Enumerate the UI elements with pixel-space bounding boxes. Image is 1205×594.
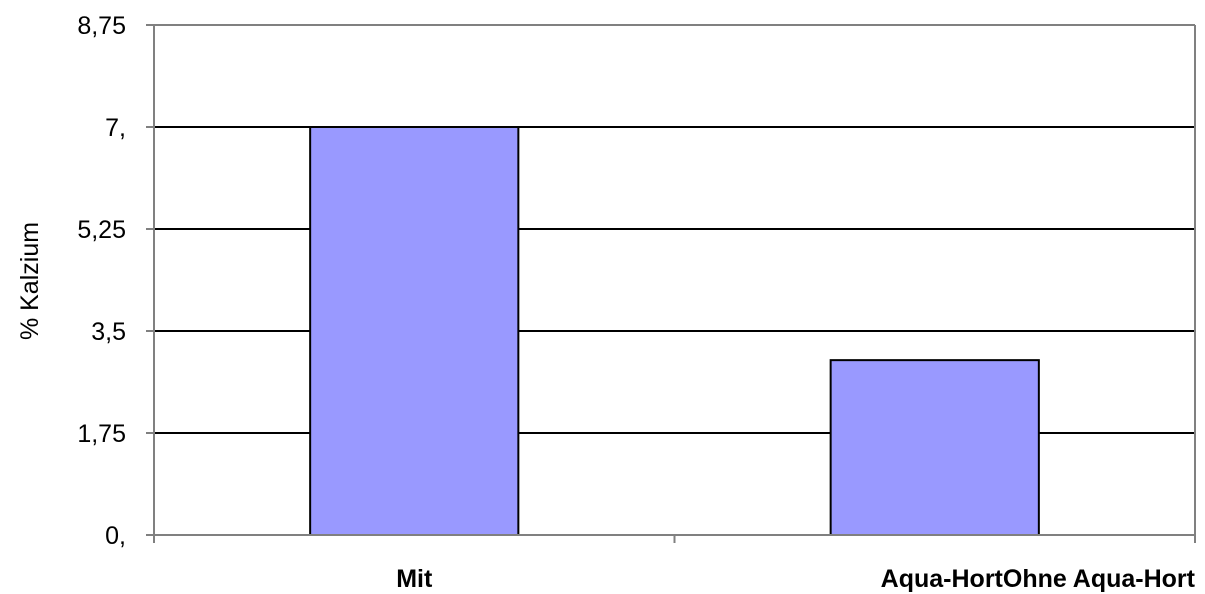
bar-mit xyxy=(309,126,520,536)
y-tick-label: 0, xyxy=(105,522,126,550)
y-axis-title: % Kalzium xyxy=(16,222,44,340)
x-category-label: Aqua-HortOhne Aqua-Hort xyxy=(881,565,1196,593)
x-category-labels: Mit Aqua-HortOhne Aqua-Hort xyxy=(396,565,1195,593)
y-tick-label: 1,75 xyxy=(77,420,126,448)
axes xyxy=(146,24,1196,543)
y-tick-label: 3,5 xyxy=(91,318,126,346)
bar-ohne-aqua-hort xyxy=(829,359,1040,536)
y-tick-label: 7, xyxy=(105,114,126,142)
y-tick-label: 5,25 xyxy=(77,216,126,244)
x-category-label: Mit xyxy=(396,565,433,593)
y-tick-labels: 0, 1,75 3,5 5,25 7, 8,75 xyxy=(77,12,126,550)
y-tick-label: 8,75 xyxy=(77,12,126,40)
